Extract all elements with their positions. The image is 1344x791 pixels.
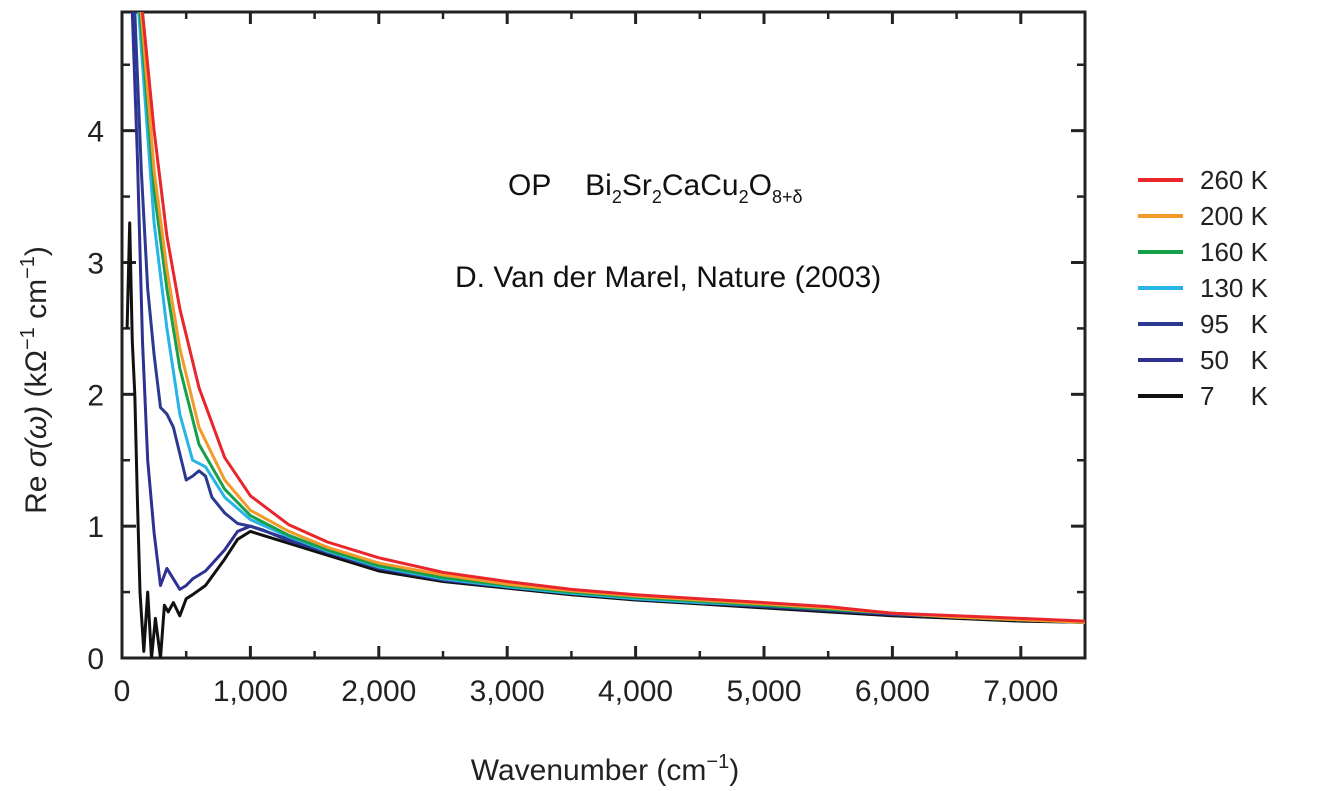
y-axis-title-unit1: (kΩ [20, 350, 53, 406]
x-tick-label: 2,000 [341, 675, 416, 708]
series-lines [125, 12, 1085, 658]
compound-prefix: OP [508, 169, 551, 202]
legend-label: 95 K [1200, 309, 1269, 339]
x-axis-title-sup: −1 [706, 751, 729, 773]
x-tick-label: 5,000 [726, 675, 801, 708]
legend-label: 260 K [1200, 165, 1269, 195]
citation-annotation: D. Van der Marel, Nature (2003) [455, 261, 881, 294]
y-tick-label: 4 [87, 116, 104, 149]
y-axis: 0 1 2 3 4 [87, 63, 1085, 676]
legend-label: 7 K [1200, 381, 1269, 411]
y-axis-title-close: ) [20, 246, 53, 256]
plot-frame [120, 10, 1087, 660]
y-axis-title-re: Re [20, 467, 53, 514]
y-tick-label: 3 [87, 247, 104, 280]
series-line-160k [138, 12, 1085, 624]
y-tick-label: 2 [87, 379, 104, 412]
compound-o: O [749, 169, 772, 202]
plot-border [120, 10, 1087, 660]
x-tick-label: 0 [114, 675, 131, 708]
compound-bi: Bi [585, 169, 612, 202]
x-axis-title-end: ) [729, 754, 739, 787]
legend-label: 130 K [1200, 273, 1269, 303]
series-line-260k [141, 12, 1085, 623]
x-tick-label: 6,000 [855, 675, 930, 708]
y-axis-title-sup1: −1 [17, 327, 39, 350]
y-tick-label: 0 [87, 643, 104, 676]
legend-label: 160 K [1200, 237, 1269, 267]
compound-sr: Sr [622, 169, 652, 202]
y-axis-title-sigma: σ(ω) [20, 406, 53, 467]
x-tick-label: 7,000 [983, 675, 1058, 708]
legend-label: 200 K [1200, 201, 1269, 231]
x-axis-title: Wavenumber (cm−1) [471, 751, 739, 787]
x-tick-label: 1,000 [213, 675, 288, 708]
x-tick-label: 4,000 [598, 675, 673, 708]
legend-label: 50 K [1200, 345, 1269, 375]
y-tick-label: 1 [87, 511, 104, 544]
compound-cacu: CaCu [662, 169, 739, 202]
x-axis-title-main: Wavenumber (cm [471, 754, 707, 787]
compound-o-sub: 8+δ [772, 187, 803, 207]
x-axis: 0 1,000 2,000 3,000 4,000 5,000 6,000 7,000 [114, 12, 1058, 708]
compound-cacu-sub: 2 [739, 187, 749, 207]
compound-bi-sub: 2 [612, 187, 622, 207]
y-axis-title-unit2: cm [20, 279, 53, 327]
legend: 260 K 200 K 160 K 130 K 95 K 50 K 7 K [1138, 165, 1269, 411]
compound-sr-sub: 2 [652, 187, 662, 207]
y-axis-title-sup2: −1 [17, 256, 39, 279]
compound-annotation: OP Bi2Sr2CaCu2O8+δ [508, 169, 802, 207]
y-axis-title: Re σ(ω) (kΩ−1 cm−1) [17, 246, 53, 514]
x-tick-label: 3,000 [470, 675, 545, 708]
